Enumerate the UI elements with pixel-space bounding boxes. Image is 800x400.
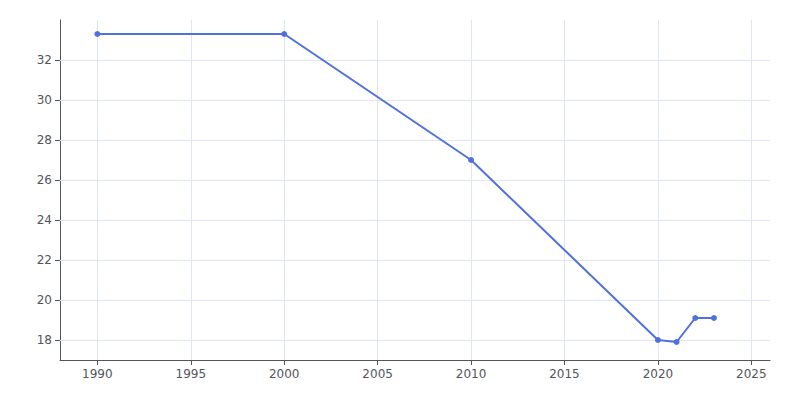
svg-text:26: 26 bbox=[37, 173, 52, 187]
svg-text:24: 24 bbox=[37, 213, 52, 227]
svg-text:2020: 2020 bbox=[643, 367, 674, 381]
svg-text:2015: 2015 bbox=[549, 367, 580, 381]
svg-text:2010: 2010 bbox=[456, 367, 487, 381]
svg-text:28: 28 bbox=[37, 133, 52, 147]
svg-text:1995: 1995 bbox=[176, 367, 207, 381]
svg-text:32: 32 bbox=[37, 53, 52, 67]
svg-text:2005: 2005 bbox=[362, 367, 393, 381]
svg-text:1990: 1990 bbox=[82, 367, 113, 381]
svg-text:30: 30 bbox=[37, 93, 52, 107]
svg-text:22: 22 bbox=[37, 253, 52, 267]
svg-text:18: 18 bbox=[37, 333, 52, 347]
svg-text:2025: 2025 bbox=[736, 367, 767, 381]
svg-text:2000: 2000 bbox=[269, 367, 300, 381]
svg-text:20: 20 bbox=[37, 293, 52, 307]
